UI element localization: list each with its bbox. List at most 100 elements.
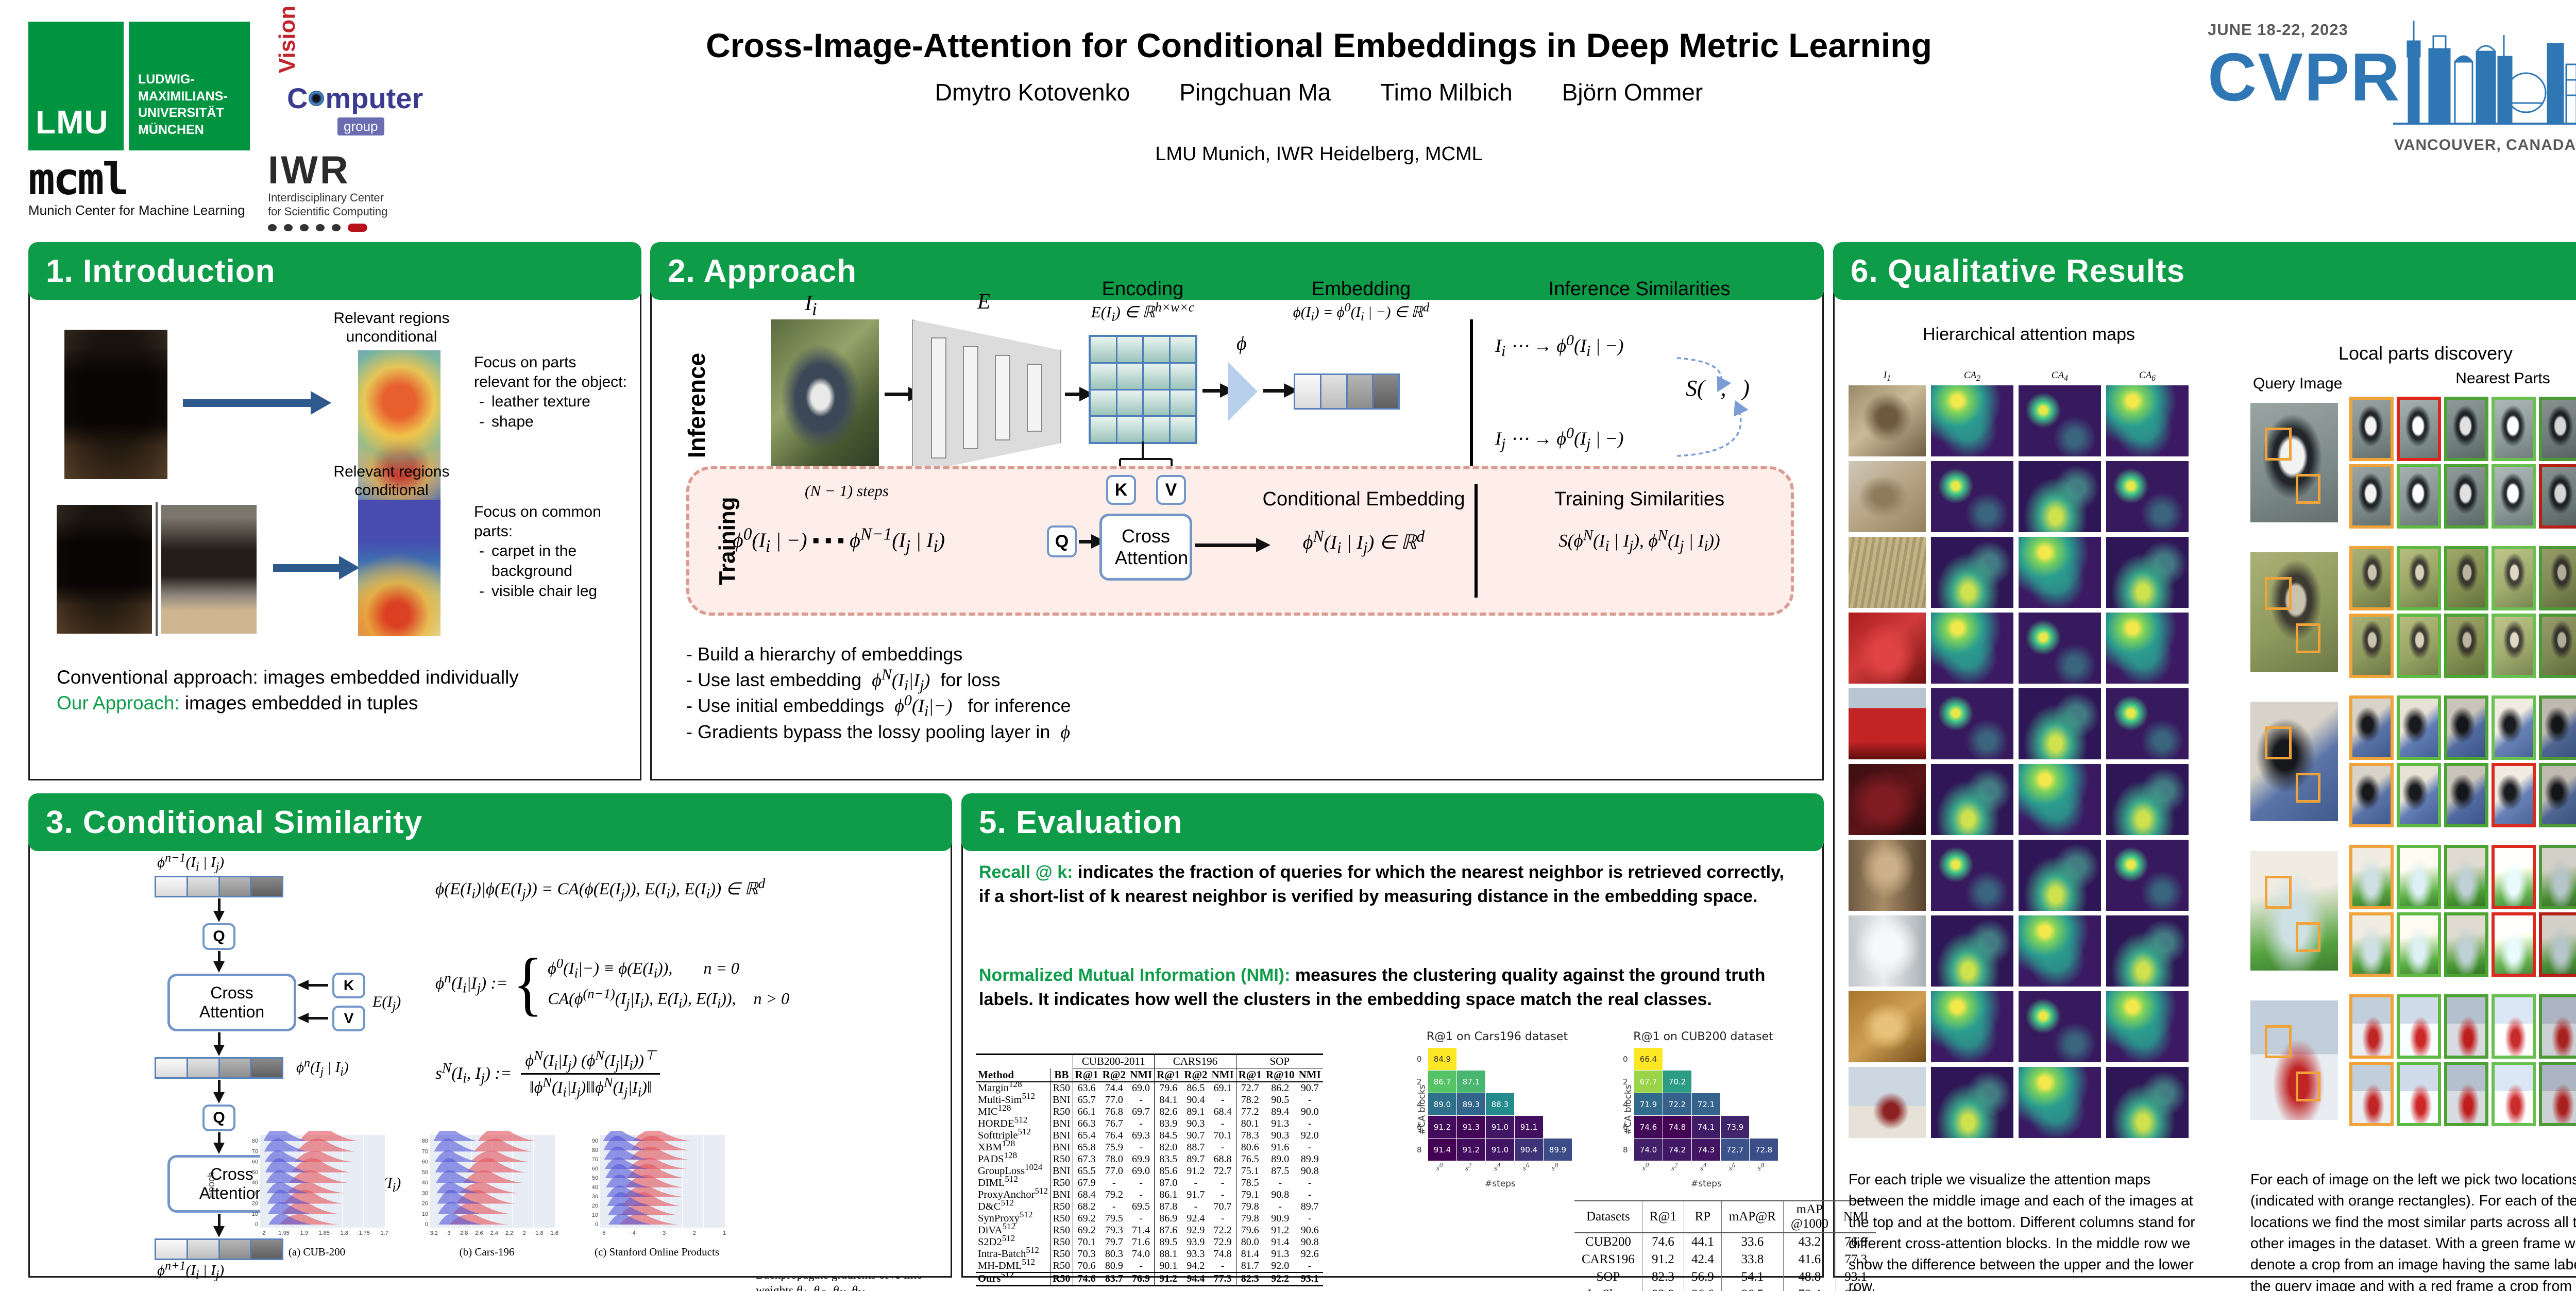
value-cell: 74.8: [1213, 1248, 1232, 1260]
value-cell: 82.3: [1641, 1268, 1684, 1286]
chair-photo-2a: [57, 505, 152, 634]
value-cell: 77.2: [1235, 1106, 1264, 1118]
method-cell: DIML512: [978, 1174, 1019, 1188]
svg-text:−1.6: −1.6: [547, 1230, 558, 1236]
heatmap-cell: 71.9: [1634, 1093, 1663, 1115]
section-approach: 2. Approach Inference Ii E Encoding E(Ii…: [650, 242, 1824, 780]
part-crop: [2444, 845, 2488, 909]
value-cell: 83.9: [1154, 1118, 1182, 1130]
method-cell: GroupLoss1024: [978, 1162, 1043, 1177]
benchmark-table-el: CUB200-2011 CARS196 SOP Method BB R@1 R@2 NMI R@…: [976, 1054, 1323, 1286]
encoding-grid: [1089, 335, 1197, 444]
value-cell: 72.7: [1213, 1165, 1232, 1177]
method-cell: MH-DML512: [978, 1257, 1036, 1271]
svg-text:40: 40: [422, 1180, 428, 1186]
arrow-right-icon: [183, 391, 331, 415]
table-row: CUB200 74.6 44.1 33.6 43.2 76.9: [1574, 1233, 1876, 1251]
attention-map: [2019, 915, 2101, 987]
attention-map: [2106, 461, 2189, 532]
value-cell: 67.9: [1072, 1177, 1100, 1189]
value-cell: 97.1: [1835, 1286, 1876, 1291]
value-cell: 68.4: [1213, 1106, 1232, 1117]
attention-map: [2019, 613, 2101, 684]
column-header-row: Method BB R@1 R@2 NMI R@1 R@2 NMI R@1 R@10 NMI: [976, 1068, 1323, 1082]
group-header: CARS196: [1154, 1054, 1236, 1068]
value-cell: 90.6: [1300, 1225, 1319, 1236]
value-cell: 48.8: [1783, 1268, 1836, 1286]
part-crop: [2444, 763, 2488, 827]
query-photo: [2250, 552, 2338, 672]
method-cell: Intra-Batch512: [978, 1245, 1039, 1260]
heatmap-label-unconditional: Relevant regions unconditional: [307, 309, 477, 346]
section-heading: 3. Conditional Similarity: [46, 804, 423, 840]
column-header: Method: [976, 1068, 1050, 1082]
svg-text:−5: −5: [599, 1230, 606, 1236]
value-cell: 87.5: [1271, 1165, 1290, 1177]
heatmap-cell: 89.3: [1457, 1093, 1485, 1115]
value-cell: 83.7: [1100, 1272, 1128, 1286]
value-cell: 70.1: [1072, 1236, 1100, 1248]
value-cell: 91.4: [1271, 1236, 1290, 1248]
heatmap-cell: 74.3: [1692, 1139, 1720, 1161]
value-cell: 69.0: [1132, 1082, 1150, 1094]
value-cell: 91.2: [1641, 1251, 1684, 1268]
iwr-caption-line: for Scientific Computing: [268, 205, 388, 218]
heatmap-xtick: s6: [1523, 1162, 1530, 1173]
section-introduction-header: 1. Introduction: [28, 242, 641, 300]
heatmap-title: R@1 on Cars196 dataset: [1426, 1030, 1568, 1043]
vec-bottom-label: ϕn+1(Ii | Ij): [157, 1259, 225, 1282]
lmu-logo-text: LUDWIG- MAXIMILIANS- UNIVERSITÄT MÜNCHEN: [129, 22, 250, 150]
table-row: Multi-Sim512 BNI 65.7 77.0-84.1 90.4-78.2 90.…: [976, 1092, 1323, 1106]
query-photo: [2250, 702, 2338, 821]
conditional-embedding-formula: ϕN(Ii | Ij) ∈ ℝd: [1302, 527, 1425, 557]
svg-text:0: 0: [255, 1221, 258, 1228]
value-cell: 84.5: [1154, 1130, 1182, 1142]
query-location-box: [2296, 474, 2320, 504]
value-cell: 74.4: [1105, 1082, 1123, 1094]
attention-map: [1931, 537, 2013, 608]
metrics-table-el: Datasets R@1 RP mAP@R mAP @1000 NMI CUB200 74.6…: [1574, 1200, 1876, 1291]
arrow-right-icon: [1079, 534, 1106, 549]
heatmap-cell: 74.1: [1692, 1116, 1720, 1138]
method-cell: D&C512: [978, 1198, 1014, 1212]
heatmap-cell: 72.1: [1692, 1093, 1720, 1115]
attention-photo: [1849, 991, 1926, 1062]
svg-text:−4: −4: [629, 1230, 636, 1236]
heatmap-ylabel: #CA blocks: [1417, 1084, 1428, 1135]
query-location-box: [2296, 773, 2320, 803]
vec-top: [155, 876, 283, 897]
parts-caption: For each of image on the left we pick tw…: [2250, 1171, 2576, 1291]
cross-attention-label: Cross Attention: [1115, 525, 1189, 568]
value-cell: -: [1139, 1142, 1143, 1153]
value-cell: 89.1: [1187, 1106, 1205, 1117]
table-row: PADS128 R50 67.3 78.0 69.9 83.5 89.7 68.8 76.5 89…: [976, 1151, 1323, 1165]
training-box: [686, 466, 1794, 616]
divider: [1470, 319, 1473, 489]
q-label: Q: [1055, 531, 1069, 551]
parts-group: [2250, 994, 2576, 1126]
value-cell: 78.3: [1235, 1130, 1264, 1142]
vec-bottom: [155, 1238, 283, 1260]
approach-bullet-list: - Build a hierarchy of embeddings - Use l…: [686, 641, 1408, 745]
attention-photo: [1849, 688, 1926, 759]
table-head: CUB200-2011 CARS196 SOP Method BB R@1 R@2 NMI R@…: [976, 1054, 1323, 1082]
value-cell: 86.5: [1187, 1082, 1205, 1094]
attention-map: [2106, 915, 2189, 987]
value-cell: -: [1308, 1213, 1312, 1224]
recall-definition: Recall @ k: indicates the fraction of qu…: [979, 860, 1788, 909]
approach-bullet: - Use last embedding ϕN(Ii|Ij) for loss: [686, 666, 1001, 694]
heatmap-cell: 67.7: [1634, 1071, 1663, 1093]
cvg-mputer: mputer: [325, 82, 423, 114]
focus-text-1: Focus on parts relevant for the object: …: [474, 353, 629, 432]
backbone-cell: BNI: [1050, 1165, 1073, 1177]
table-row: D&C512 R50 68.2 - 69.5 87.8 - 70.7 79.8 - 89.7: [976, 1198, 1323, 1213]
value-cell: 41.6: [1783, 1251, 1836, 1268]
numerator: ϕN(Ii|Ij) (ϕN(Ij|Ii))⊤: [521, 1048, 660, 1075]
attention-photo: [1849, 1067, 1926, 1138]
value-cell: 76.4: [1105, 1130, 1123, 1141]
query-location-box: [2296, 922, 2320, 952]
attention-map: [1931, 840, 2013, 911]
attention-map: [2019, 461, 2101, 532]
iwr-dots-icon: [268, 223, 443, 232]
authors-line: Dmytro Kotovenko Pingchuan Ma Timo Milbich…: [567, 78, 2071, 106]
